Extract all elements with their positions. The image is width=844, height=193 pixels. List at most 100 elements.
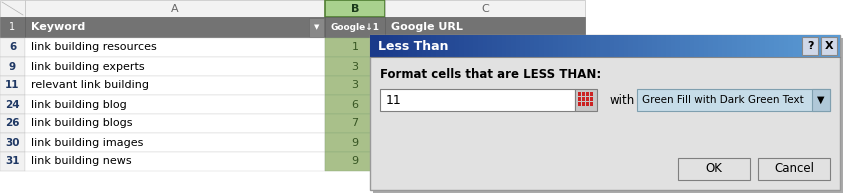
Text: link building blogs: link building blogs xyxy=(31,119,133,129)
Bar xyxy=(380,89,575,111)
Text: 1: 1 xyxy=(9,23,15,32)
Text: Green Fill with Dark Green Text: Green Fill with Dark Green Text xyxy=(642,95,803,105)
Bar xyxy=(590,102,593,106)
Text: ▼: ▼ xyxy=(314,25,319,30)
Text: 30: 30 xyxy=(5,137,19,147)
Text: OK: OK xyxy=(706,163,722,175)
Text: C: C xyxy=(481,3,489,14)
Bar xyxy=(578,92,581,96)
Bar xyxy=(385,95,585,114)
Text: h...: h... xyxy=(389,81,403,90)
Text: link building resources: link building resources xyxy=(31,42,157,52)
Text: Format cells that are LESS THAN:: Format cells that are LESS THAN: xyxy=(380,69,601,81)
Bar xyxy=(325,57,385,76)
Bar xyxy=(0,57,25,76)
Text: X: X xyxy=(825,41,833,51)
Bar xyxy=(582,92,585,96)
Text: h...: h... xyxy=(389,138,403,147)
Bar xyxy=(582,102,585,106)
Bar xyxy=(578,102,581,106)
Text: 11: 11 xyxy=(386,93,402,107)
Bar xyxy=(385,17,585,38)
Bar xyxy=(586,102,589,106)
Text: 9: 9 xyxy=(351,157,359,167)
Bar xyxy=(385,38,585,57)
Text: ▼: ▼ xyxy=(817,95,825,105)
Bar xyxy=(0,76,25,95)
Bar xyxy=(25,76,325,95)
Bar xyxy=(25,152,325,171)
Bar xyxy=(325,38,385,57)
Bar xyxy=(0,0,25,17)
Text: 1: 1 xyxy=(351,42,359,52)
Bar xyxy=(325,133,385,152)
Text: 9: 9 xyxy=(351,137,359,147)
Text: link building news: link building news xyxy=(31,157,132,167)
Text: Less Than: Less Than xyxy=(378,40,448,52)
Text: 3: 3 xyxy=(351,62,359,71)
Text: link building experts: link building experts xyxy=(31,62,144,71)
Text: relevant link building: relevant link building xyxy=(31,80,149,91)
Bar xyxy=(385,114,585,133)
Bar xyxy=(385,76,585,95)
Bar xyxy=(325,76,385,95)
Text: B: B xyxy=(351,3,360,14)
Text: h...: h... xyxy=(389,100,403,109)
Text: h...: h... xyxy=(389,119,403,128)
Text: h...: h... xyxy=(389,157,403,166)
Text: 7: 7 xyxy=(351,119,359,129)
Bar xyxy=(0,17,25,38)
Bar xyxy=(325,152,385,171)
Bar xyxy=(325,114,385,133)
Bar xyxy=(25,17,325,38)
Bar xyxy=(812,89,830,111)
Bar xyxy=(758,158,830,180)
Bar xyxy=(25,57,325,76)
Bar xyxy=(370,35,840,190)
Text: 31: 31 xyxy=(5,157,19,167)
Bar xyxy=(325,95,385,114)
Bar xyxy=(802,37,818,55)
Bar xyxy=(590,97,593,101)
Bar xyxy=(637,89,830,111)
Bar xyxy=(582,97,585,101)
Bar xyxy=(575,89,597,111)
Bar xyxy=(0,38,25,57)
Bar xyxy=(373,38,843,193)
Text: h...: h... xyxy=(389,62,403,71)
Text: 26: 26 xyxy=(5,119,19,129)
Text: 3: 3 xyxy=(351,80,359,91)
Text: 24: 24 xyxy=(5,100,19,109)
Text: Google URL: Google URL xyxy=(391,23,463,32)
Text: link building images: link building images xyxy=(31,137,143,147)
Bar xyxy=(590,92,593,96)
Text: link building blog: link building blog xyxy=(31,100,127,109)
Bar xyxy=(821,37,837,55)
Bar xyxy=(385,133,585,152)
Bar xyxy=(325,17,385,38)
Text: 9: 9 xyxy=(9,62,16,71)
Bar xyxy=(385,0,585,17)
Text: 6: 6 xyxy=(9,42,16,52)
Bar xyxy=(25,0,325,17)
Text: 6: 6 xyxy=(351,100,359,109)
Bar xyxy=(25,114,325,133)
Bar xyxy=(309,18,324,37)
Text: A: A xyxy=(171,3,179,14)
Bar xyxy=(325,0,385,17)
Bar xyxy=(0,114,25,133)
Bar xyxy=(586,92,589,96)
Bar xyxy=(385,152,585,171)
Text: with: with xyxy=(609,93,634,107)
Bar xyxy=(0,133,25,152)
Bar xyxy=(0,152,25,171)
Bar xyxy=(25,95,325,114)
Bar xyxy=(0,95,25,114)
Text: ?: ? xyxy=(807,41,814,51)
Bar xyxy=(678,158,750,180)
Bar xyxy=(25,38,325,57)
Bar xyxy=(586,97,589,101)
Bar xyxy=(385,57,585,76)
Text: Cancel: Cancel xyxy=(774,163,814,175)
Text: h...//li... ...li... ..li...: h...//li... ...li... ..li... xyxy=(389,43,464,52)
